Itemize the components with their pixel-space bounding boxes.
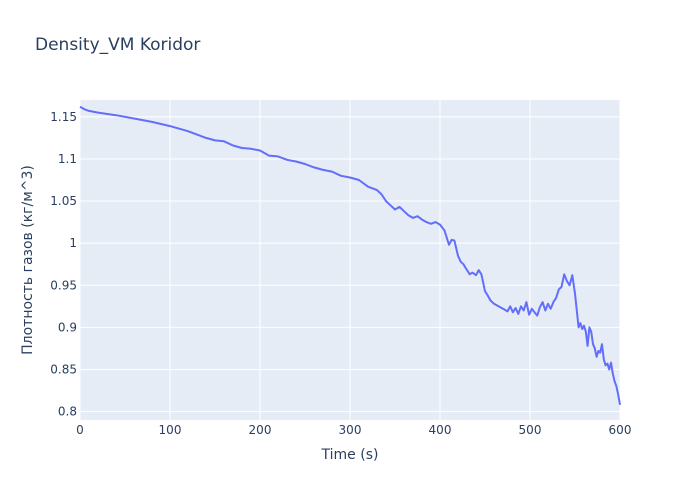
y-tick-label: 0.85 xyxy=(50,362,77,376)
series-layer xyxy=(79,105,621,405)
chart-title: Density_VM Koridor xyxy=(35,35,200,55)
series-line xyxy=(79,105,621,405)
y-tick-label: 0.8 xyxy=(58,405,77,419)
y-tick-label: 1.1 xyxy=(58,152,77,166)
x-tick-label: 200 xyxy=(249,423,272,437)
x-tick-label: 500 xyxy=(519,423,542,437)
x-tick-label: 0 xyxy=(76,423,84,437)
y-tick-label: 1.05 xyxy=(50,194,77,208)
y-tick-label: 1 xyxy=(69,236,77,250)
gridlines xyxy=(79,100,621,420)
x-axis-ticks: 0 100 200 300 400 500 600 xyxy=(76,423,631,437)
y-tick-label: 0.9 xyxy=(58,320,77,334)
y-tick-label: 0.95 xyxy=(50,278,77,292)
x-tick-label: 100 xyxy=(159,423,182,437)
x-tick-label: 400 xyxy=(429,423,452,437)
x-axis-title: Time (s) xyxy=(321,447,379,463)
y-axis-title: Плотность газов (кг/м^3) xyxy=(20,165,36,355)
y-axis-ticks: 0.8 0.85 0.9 0.95 1 1.05 1.1 1.15 xyxy=(50,110,77,419)
x-tick-label: 300 xyxy=(339,423,362,437)
y-tick-label: 1.15 xyxy=(50,110,77,124)
x-tick-label: 600 xyxy=(609,423,632,437)
